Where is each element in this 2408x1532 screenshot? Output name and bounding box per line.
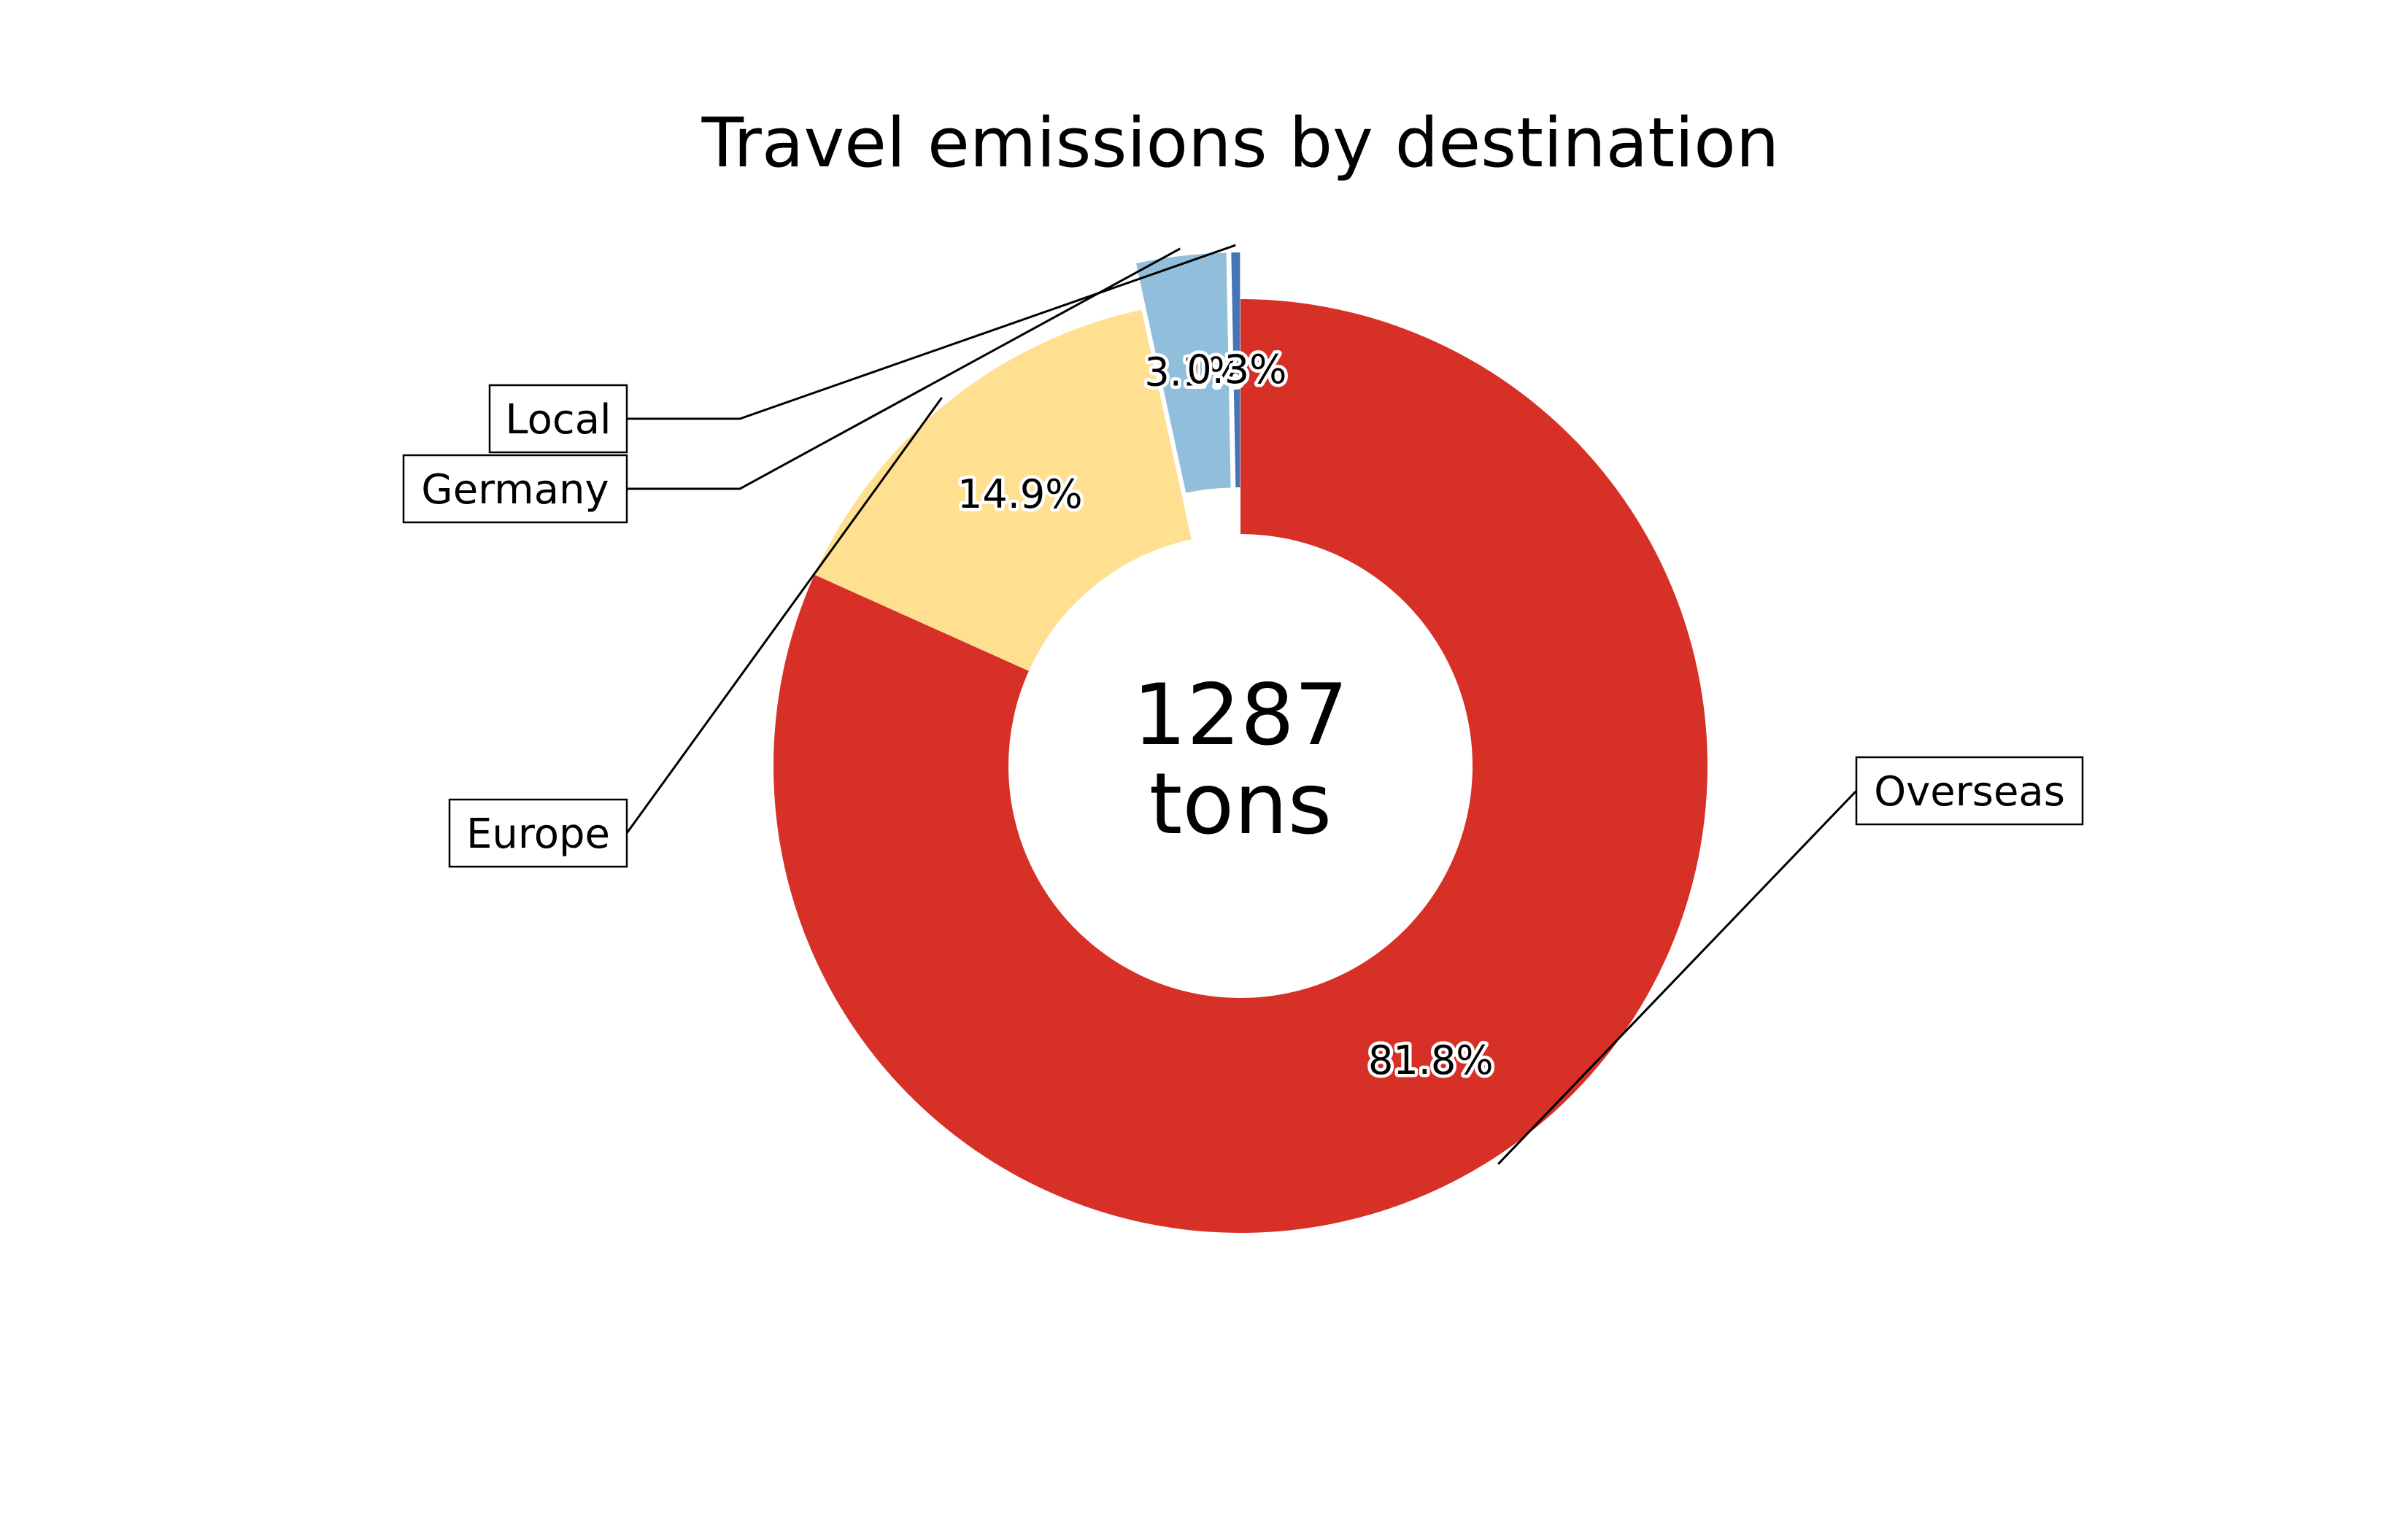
category-label-europe: Europe: [466, 811, 610, 858]
slice-europe: [814, 309, 1192, 671]
slice-overseas: [773, 299, 1707, 1233]
pct-label-europe: 14.9%: [957, 471, 1083, 517]
label-box-local: [488, 384, 628, 454]
slice-local: [1231, 252, 1240, 488]
slice-germany: [1136, 252, 1231, 493]
category-label-germany: Germany: [421, 466, 609, 514]
pct-label-germany: 3.1%: [1144, 349, 1244, 395]
slices-layer: [773, 252, 1707, 1233]
center-label: 1287 tons: [1132, 666, 1348, 854]
center-unit: tons: [1149, 755, 1332, 854]
pct-label-local: 0.3%: [1186, 347, 1286, 392]
label-box-germany: [402, 454, 628, 524]
leader-line-local: [627, 244, 1236, 420]
center-total: 1287: [1132, 666, 1348, 765]
pct-label-overseas: 81.8%: [1368, 1037, 1494, 1083]
category-label-local: Local: [505, 396, 611, 444]
leader-line-overseas: [1497, 789, 1858, 1165]
chart-title: Travel emissions by destination: [701, 104, 1780, 183]
category-label-overseas: Overseas: [1874, 768, 2065, 816]
label-box-overseas: [1855, 756, 2084, 826]
labels-layer: 81.8% Overseas 14.9% Europe 3.1% Germany 0.3% L…: [402, 244, 2084, 1165]
label-box-europe: [448, 798, 628, 868]
leader-line-germany: [627, 247, 1181, 490]
leader-line-europe: [625, 397, 943, 834]
